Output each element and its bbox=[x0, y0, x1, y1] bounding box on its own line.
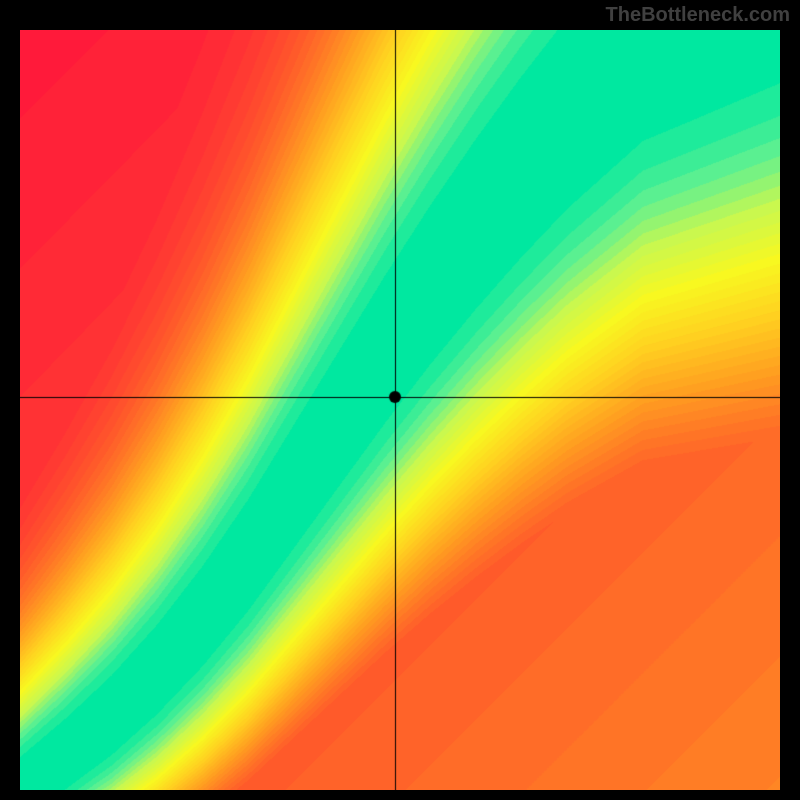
chart-container: TheBottleneck.com bbox=[0, 0, 800, 800]
watermark-text: TheBottleneck.com bbox=[606, 4, 790, 27]
crosshair-overlay bbox=[20, 30, 780, 790]
